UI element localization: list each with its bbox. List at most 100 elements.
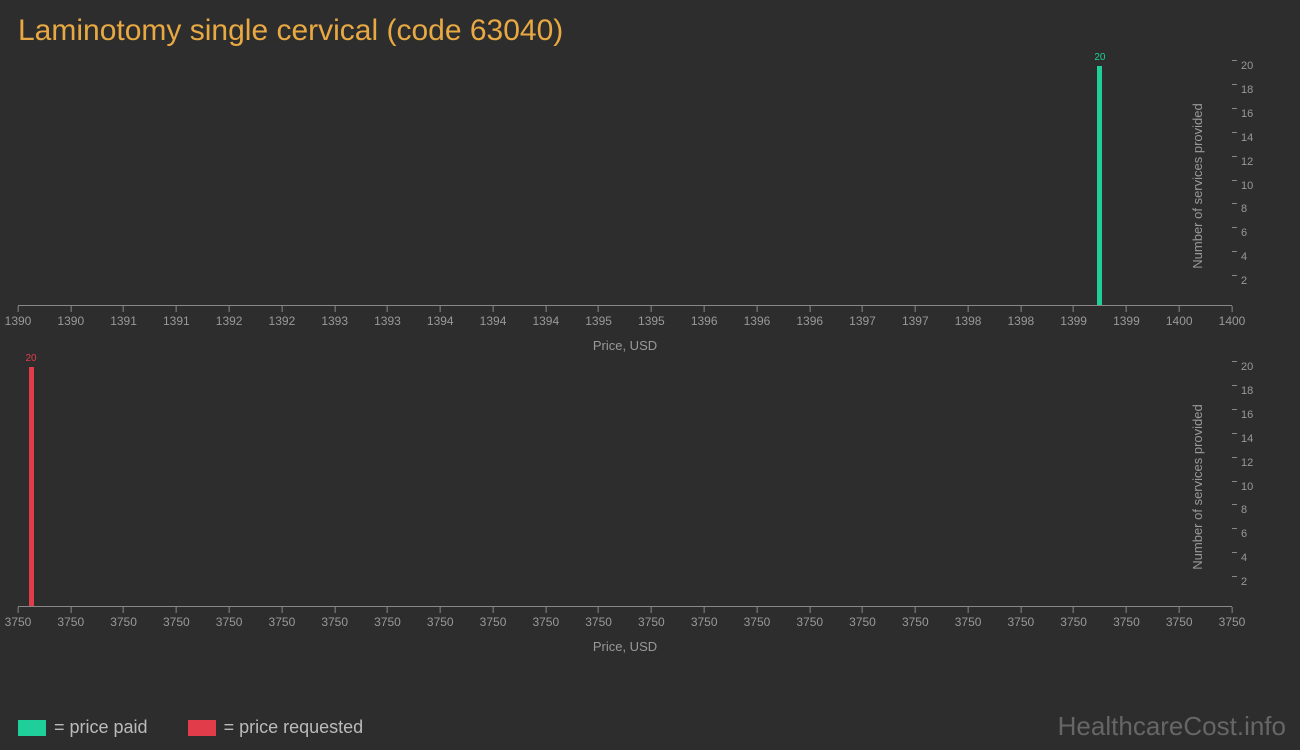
x-tick-label: 3750 <box>427 615 454 629</box>
x-tick-label: 1398 <box>1008 314 1035 328</box>
bar-value-label: 20 <box>25 353 36 364</box>
x-tick-label: 3750 <box>110 615 137 629</box>
x-tick-label: 3750 <box>902 615 929 629</box>
x-tick-label: 3750 <box>955 615 982 629</box>
y-tick: 16 <box>1237 108 1253 120</box>
plot-area-paid: 2468101214161820 Number of services prov… <box>18 66 1232 306</box>
x-tick: 1396 <box>744 306 771 328</box>
y-tick: 20 <box>1237 361 1253 373</box>
y-tick-label: 6 <box>1237 528 1247 540</box>
x-tick: 1392 <box>269 306 296 328</box>
x-tick: 1396 <box>691 306 718 328</box>
bar: 20 <box>1097 66 1102 305</box>
x-tick: 1392 <box>216 306 243 328</box>
x-tick-label: 1396 <box>744 314 771 328</box>
x-tick: 1398 <box>1008 306 1035 328</box>
x-tick: 3750 <box>1060 607 1087 629</box>
x-tick-label: 1400 <box>1166 314 1193 328</box>
x-tick: 1400 <box>1166 306 1193 328</box>
x-axis-label-paid: Price, USD <box>18 338 1232 353</box>
y-tick: 2 <box>1237 275 1247 287</box>
x-ticks-paid: 1390139013911391139213921393139313941394… <box>18 306 1232 336</box>
y-ticks-requested: 2468101214161820 <box>1237 367 1282 606</box>
x-tick: 3750 <box>532 607 559 629</box>
y-tick-label: 18 <box>1237 84 1253 96</box>
y-tick-label: 2 <box>1237 576 1247 588</box>
x-tick-label: 3750 <box>1166 615 1193 629</box>
bar-value-label: 20 <box>1094 52 1105 63</box>
x-tick-label: 3750 <box>849 615 876 629</box>
y-tick: 18 <box>1237 385 1253 397</box>
y-tick-label: 18 <box>1237 385 1253 397</box>
y-tick-label: 14 <box>1237 433 1253 445</box>
x-tick-label: 3750 <box>374 615 401 629</box>
y-tick: 14 <box>1237 132 1253 144</box>
x-tick-label: 1399 <box>1060 314 1087 328</box>
x-tick-label: 1392 <box>269 314 296 328</box>
legend-label-requested: = price requested <box>224 717 364 738</box>
x-tick-label: 1399 <box>1113 314 1140 328</box>
x-tick-label: 1390 <box>57 314 84 328</box>
y-tick-label: 4 <box>1237 251 1247 263</box>
x-tick-label: 1393 <box>374 314 401 328</box>
x-tick-label: 1392 <box>216 314 243 328</box>
x-tick: 3750 <box>163 607 190 629</box>
legend-item-requested: = price requested <box>188 717 364 738</box>
legend-item-paid: = price paid <box>18 717 148 738</box>
page-title: Laminotomy single cervical (code 63040) <box>0 0 1300 56</box>
y-tick-label: 2 <box>1237 275 1247 287</box>
y-tick-label: 4 <box>1237 552 1247 564</box>
y-tick-label: 16 <box>1237 108 1253 120</box>
x-tick: 3750 <box>57 607 84 629</box>
y-tick-label: 8 <box>1237 203 1247 215</box>
y-tick: 4 <box>1237 251 1247 263</box>
legend-label-paid: = price paid <box>54 717 148 738</box>
x-tick: 3750 <box>110 607 137 629</box>
y-ticks-paid: 2468101214161820 <box>1237 66 1282 305</box>
y-tick-label: 10 <box>1237 180 1253 192</box>
legend-swatch-requested <box>188 720 216 736</box>
x-tick-label: 1394 <box>532 314 559 328</box>
x-tick: 3750 <box>849 607 876 629</box>
y-tick: 6 <box>1237 227 1247 239</box>
y-tick: 12 <box>1237 457 1253 469</box>
x-tick: 3750 <box>216 607 243 629</box>
x-tick: 3750 <box>902 607 929 629</box>
x-tick-label: 1394 <box>480 314 507 328</box>
x-tick-label: 3750 <box>1008 615 1035 629</box>
x-tick-label: 1393 <box>321 314 348 328</box>
x-tick: 1396 <box>796 306 823 328</box>
y-tick-label: 16 <box>1237 409 1253 421</box>
x-tick-label: 1391 <box>163 314 190 328</box>
x-tick-label: 1395 <box>585 314 612 328</box>
y-tick-label: 12 <box>1237 156 1253 168</box>
bar: 20 <box>29 367 34 606</box>
x-tick: 1399 <box>1060 306 1087 328</box>
x-tick-label: 1390 <box>5 314 32 328</box>
x-tick: 3750 <box>796 607 823 629</box>
x-tick: 3750 <box>638 607 665 629</box>
y-tick: 14 <box>1237 433 1253 445</box>
x-tick-label: 3750 <box>321 615 348 629</box>
y-tick: 12 <box>1237 156 1253 168</box>
y-tick: 10 <box>1237 481 1253 493</box>
y-tick-label: 8 <box>1237 504 1247 516</box>
x-tick: 1390 <box>5 306 32 328</box>
y-tick: 2 <box>1237 576 1247 588</box>
x-tick: 1394 <box>427 306 454 328</box>
x-tick: 1400 <box>1219 306 1246 328</box>
x-tick: 1394 <box>532 306 559 328</box>
x-tick-label: 1395 <box>638 314 665 328</box>
x-tick-label: 3750 <box>163 615 190 629</box>
y-tick-label: 14 <box>1237 132 1253 144</box>
x-tick: 3750 <box>744 607 771 629</box>
x-tick-label: 1396 <box>796 314 823 328</box>
x-tick: 1393 <box>374 306 401 328</box>
x-tick-label: 3750 <box>1060 615 1087 629</box>
x-tick: 1395 <box>638 306 665 328</box>
legend-swatch-paid <box>18 720 46 736</box>
y-tick: 16 <box>1237 409 1253 421</box>
x-tick-label: 3750 <box>1219 615 1246 629</box>
x-tick: 3750 <box>321 607 348 629</box>
y-tick: 10 <box>1237 180 1253 192</box>
